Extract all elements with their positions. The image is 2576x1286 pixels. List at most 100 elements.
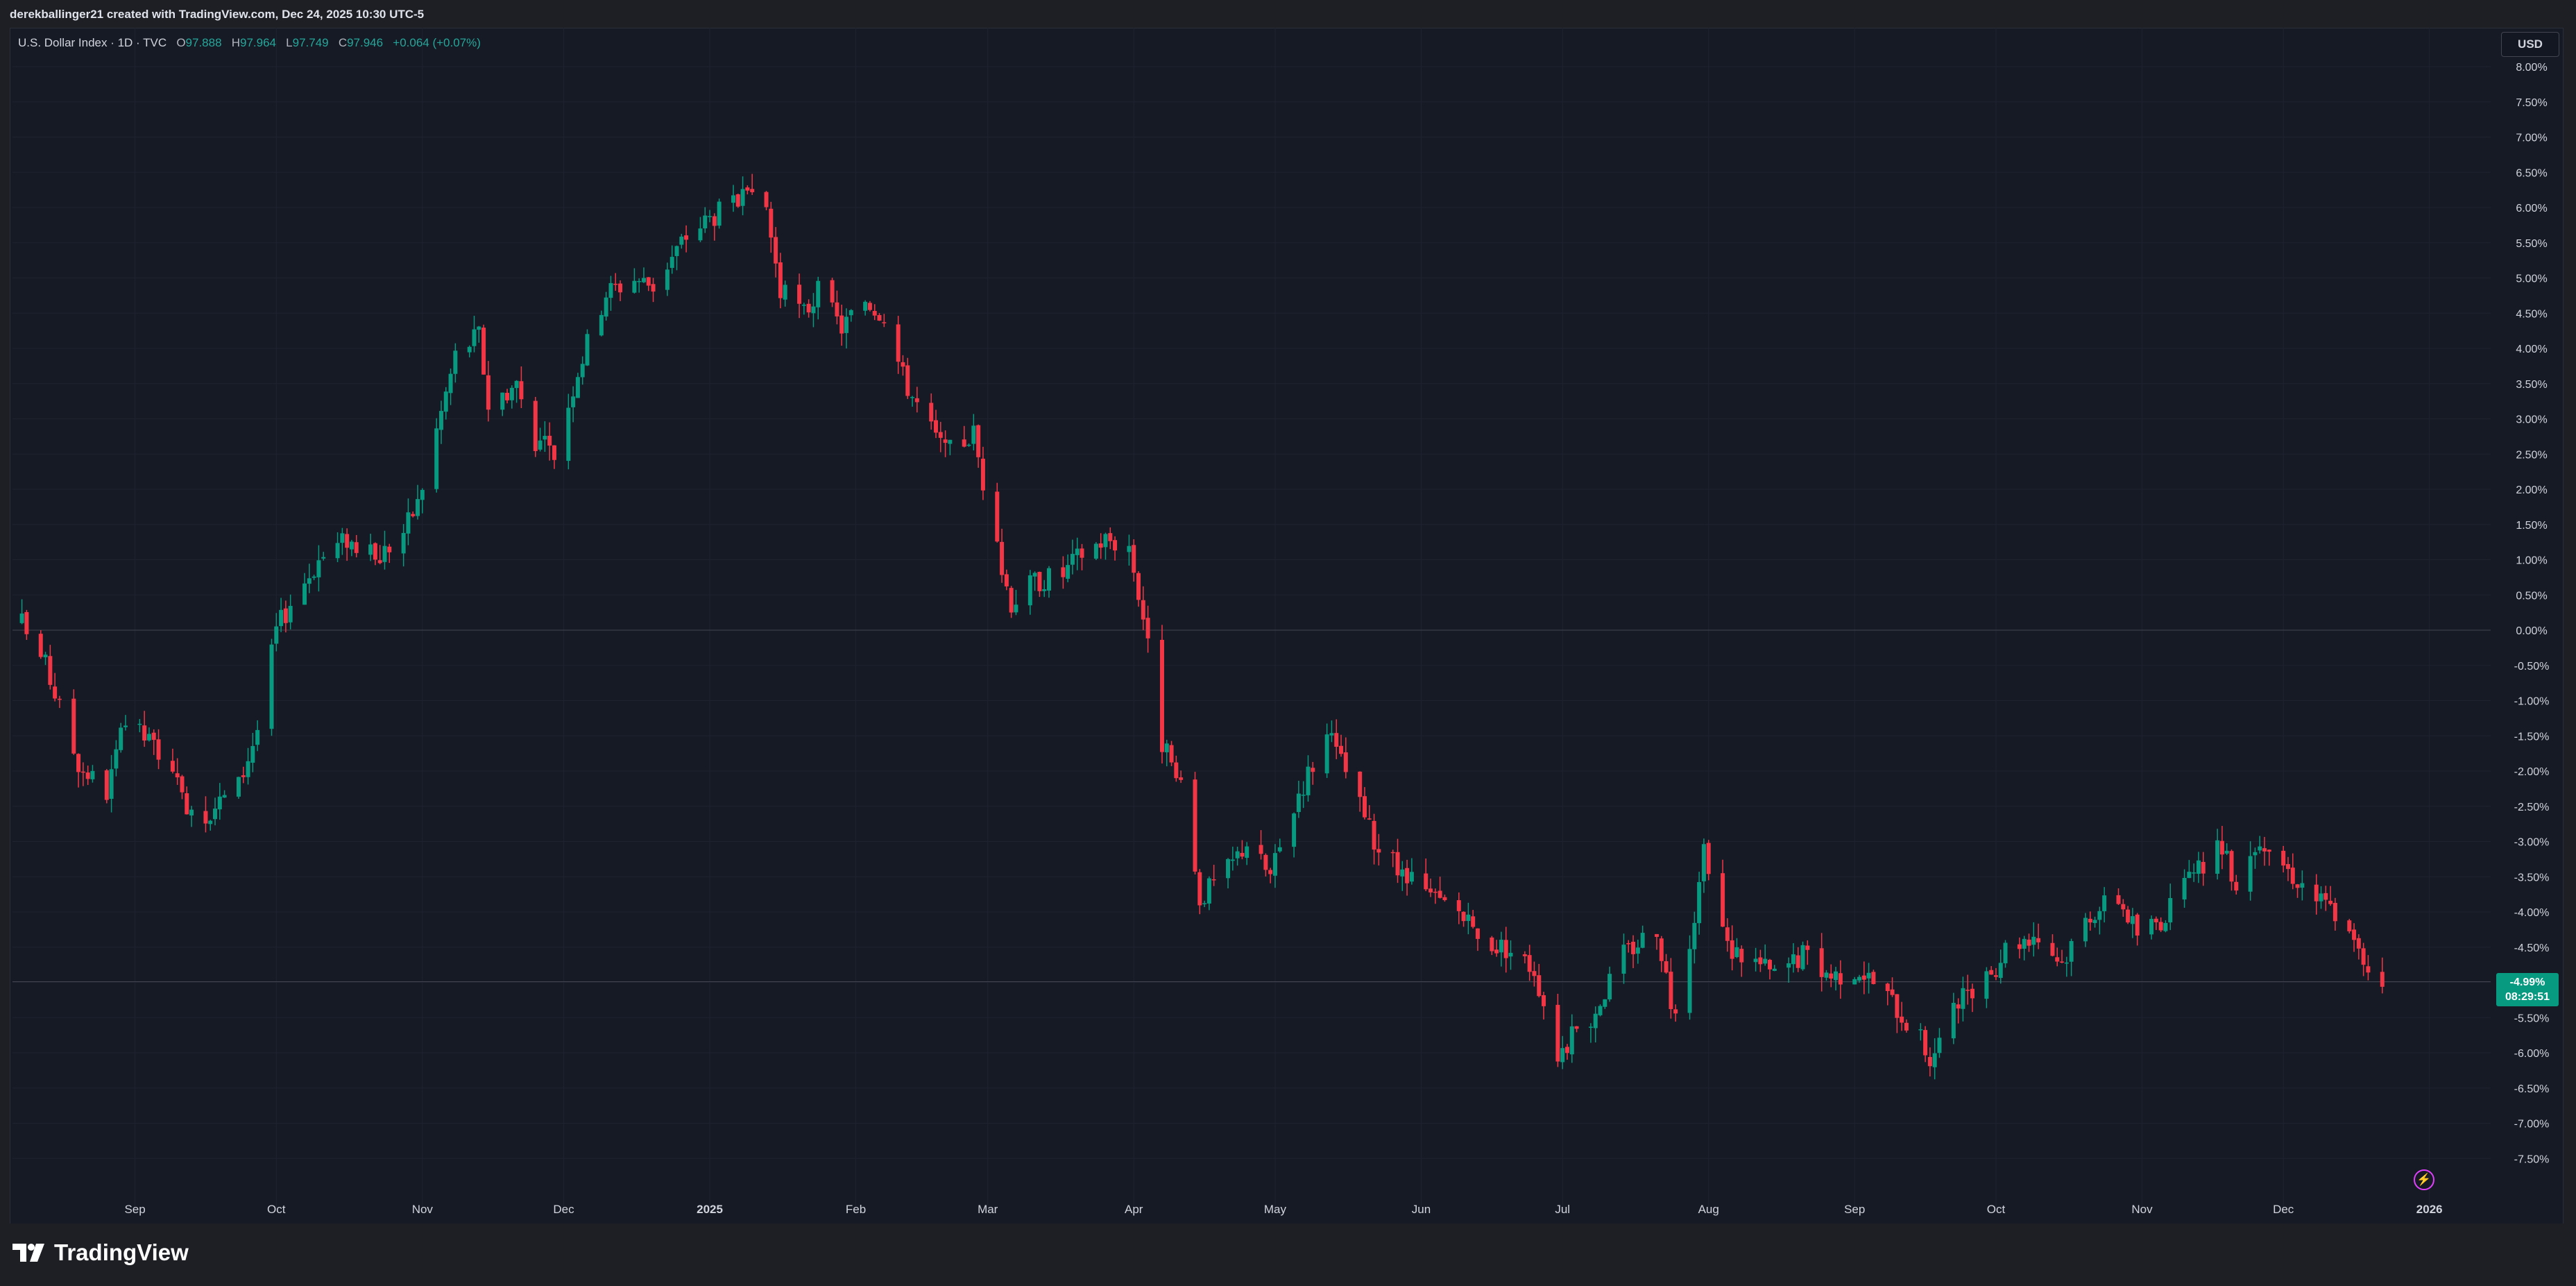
candle-body bbox=[2031, 936, 2036, 945]
candle bbox=[453, 343, 458, 383]
candle-body bbox=[274, 626, 279, 644]
candle bbox=[114, 740, 119, 777]
candle-body bbox=[1075, 548, 1080, 555]
candle-body bbox=[637, 280, 642, 282]
y-tick-label: -4.50% bbox=[2514, 942, 2550, 954]
candle bbox=[2328, 886, 2333, 906]
candle-body bbox=[1795, 955, 1800, 968]
candle-body bbox=[43, 654, 48, 658]
candle-body bbox=[1734, 947, 1739, 958]
y-tick-label: -7.50% bbox=[2514, 1153, 2550, 1165]
x-tick-label: Dec bbox=[2273, 1203, 2294, 1216]
candle bbox=[1037, 571, 1042, 598]
candle bbox=[1569, 1014, 1574, 1063]
candle-body bbox=[109, 769, 114, 799]
candle bbox=[123, 715, 128, 731]
lightning-bolt-icon[interactable]: ⚡ bbox=[2414, 1169, 2434, 1190]
candle-body bbox=[1329, 733, 1334, 736]
candle bbox=[1471, 910, 1476, 929]
candle-body bbox=[1174, 762, 1179, 779]
candle bbox=[1075, 537, 1080, 570]
x-tick-label: Sep bbox=[1844, 1203, 1865, 1216]
candle bbox=[2017, 937, 2022, 959]
y-tick-label: 0.50% bbox=[2516, 590, 2547, 602]
candle-body bbox=[1692, 922, 1697, 949]
candle bbox=[740, 176, 745, 216]
candle-body bbox=[302, 583, 307, 605]
candle bbox=[764, 191, 769, 210]
candle bbox=[2092, 916, 2097, 928]
candle-body bbox=[1306, 766, 1311, 795]
candle-body bbox=[434, 428, 439, 489]
candle bbox=[1296, 781, 1301, 818]
candle-body bbox=[467, 346, 472, 353]
candle-body bbox=[1829, 973, 1834, 979]
candle-body bbox=[2168, 897, 2173, 923]
candle-body bbox=[1664, 961, 1669, 973]
candle-body bbox=[783, 285, 787, 300]
candle bbox=[519, 366, 524, 409]
candle-body bbox=[1428, 888, 1433, 892]
candle-body bbox=[416, 499, 420, 516]
candle bbox=[712, 213, 717, 241]
candle-body bbox=[2295, 884, 2300, 888]
candle-body bbox=[2187, 872, 2192, 879]
candle-body bbox=[1560, 1048, 1565, 1063]
y-tick-label: 8.00% bbox=[2516, 62, 2547, 74]
last-price-value: -4.99% bbox=[2509, 976, 2545, 988]
candle bbox=[566, 394, 571, 470]
high-label: H bbox=[231, 36, 240, 49]
candle bbox=[377, 545, 382, 565]
candle bbox=[1725, 918, 1730, 952]
candle-body bbox=[703, 215, 708, 229]
candle bbox=[307, 564, 312, 593]
candle bbox=[2380, 957, 2385, 994]
candle-body bbox=[1890, 989, 1895, 995]
candle bbox=[514, 380, 519, 403]
candle bbox=[2332, 897, 2337, 931]
candle bbox=[340, 527, 345, 555]
x-tick-label: May bbox=[1264, 1203, 1287, 1216]
candle bbox=[1009, 586, 1014, 618]
candle-body bbox=[571, 396, 576, 407]
candle bbox=[830, 278, 835, 307]
x-tick-label: Sep bbox=[124, 1203, 145, 1216]
y-tick-label: -3.00% bbox=[2514, 837, 2550, 849]
y-axis[interactable]: 8.00% 7.50% 7.00% 6.50% 6.00% 5.50% 5.00% 4.50%… bbox=[2514, 62, 2550, 1165]
candle-body bbox=[1027, 575, 1032, 606]
candle-body bbox=[1272, 853, 1277, 876]
candle bbox=[1046, 566, 1051, 598]
candle bbox=[1721, 859, 1725, 927]
candle-body bbox=[830, 280, 835, 303]
symbol-name: U.S. Dollar Index · 1D · TVC bbox=[18, 36, 167, 49]
candle-body bbox=[1141, 600, 1145, 620]
candlestick-chart[interactable]: 8.00% 7.50% 7.00% 6.50% 6.00% 5.50% 5.00% 4.50%… bbox=[0, 0, 2576, 1224]
candle-body bbox=[387, 546, 392, 552]
x-axis[interactable]: Sep Oct Nov Dec 2025 Feb Mar Apr May Jun Jul Aug Sep… bbox=[124, 1203, 2442, 1216]
y-tick-label: -1.00% bbox=[2514, 696, 2550, 708]
candle bbox=[411, 511, 416, 518]
candle bbox=[1442, 895, 1447, 902]
candle bbox=[1852, 976, 1857, 985]
y-tick-label: -0.50% bbox=[2514, 661, 2550, 672]
currency-button[interactable]: USD bbox=[2501, 32, 2559, 57]
candles bbox=[19, 174, 2385, 1080]
candle bbox=[1730, 925, 1734, 971]
candle bbox=[416, 484, 420, 520]
open-label: O bbox=[176, 36, 186, 49]
candle bbox=[505, 389, 510, 404]
tradingview-brand[interactable]: TradingView bbox=[12, 1240, 189, 1266]
candle bbox=[938, 421, 943, 452]
candle bbox=[731, 185, 736, 212]
candle-body bbox=[71, 698, 76, 754]
candle-body bbox=[651, 284, 656, 292]
candle-body bbox=[1070, 554, 1075, 565]
symbol-legend[interactable]: U.S. Dollar Index · 1D · TVC O97.888 H97… bbox=[18, 36, 481, 50]
candle-body bbox=[1598, 1006, 1603, 1015]
candle bbox=[2097, 906, 2102, 935]
chart-panel[interactable] bbox=[10, 28, 2564, 1224]
candle bbox=[745, 185, 750, 195]
candle bbox=[373, 542, 377, 566]
candle-body bbox=[382, 545, 387, 562]
candle bbox=[2036, 923, 2041, 949]
